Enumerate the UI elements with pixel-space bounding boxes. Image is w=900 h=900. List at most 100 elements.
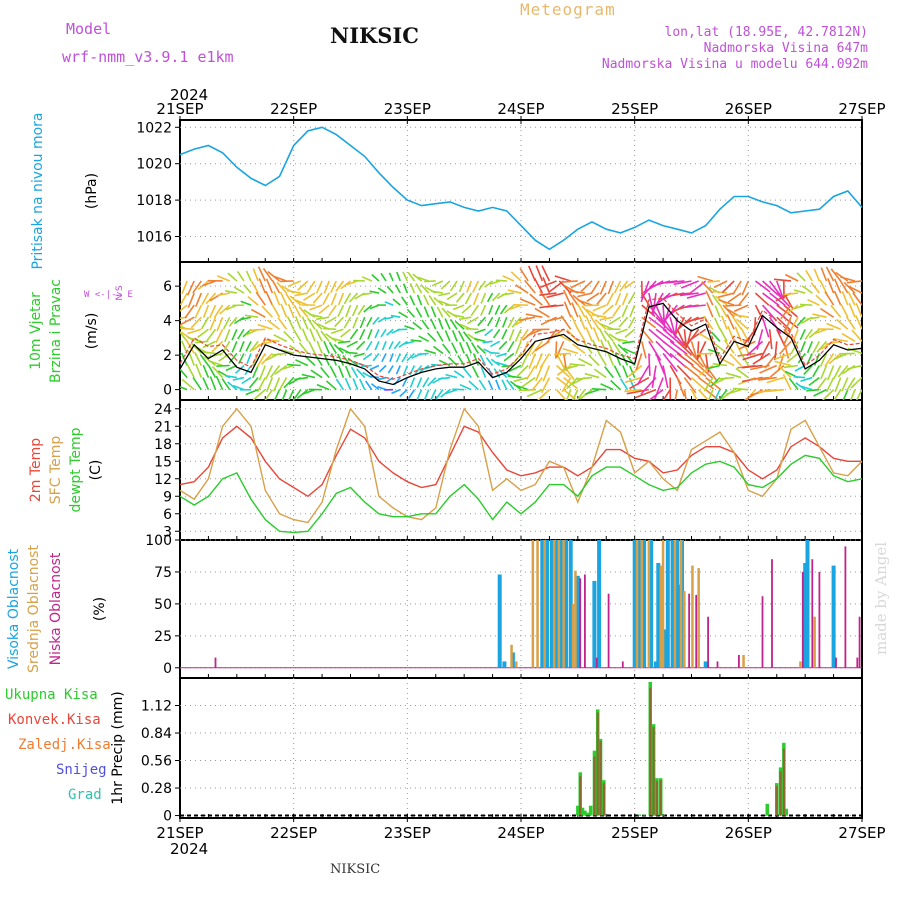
wind-arrow <box>719 328 728 342</box>
wind-arrow <box>569 290 586 294</box>
y-tick-label: 6 <box>163 279 172 295</box>
wind-arrow <box>452 304 465 311</box>
wind-arrow <box>804 328 813 340</box>
wind-arrow <box>309 328 316 342</box>
y-tick-label: 1.12 <box>141 699 172 715</box>
wind-arrow <box>395 365 401 375</box>
cloud-bar-2 <box>214 657 217 668</box>
wind-arrow <box>615 328 628 335</box>
wind-arrow <box>521 376 536 388</box>
wind-arrow <box>417 276 429 282</box>
wind-arrow <box>621 304 629 318</box>
wind-arrow <box>796 316 806 327</box>
wind-arrow <box>705 290 714 306</box>
wind-arrow <box>287 389 295 400</box>
wind-compass-label: W <-|-> E <box>84 290 133 300</box>
precip-bar-0 <box>588 805 593 816</box>
wind-arrow <box>721 315 728 330</box>
wind-arrow <box>249 328 266 332</box>
x-tick-label-top: 27SEP <box>838 100 885 118</box>
wind-arrow <box>556 364 572 376</box>
precip-bar-1 <box>782 748 785 816</box>
wind-arrow <box>320 330 330 342</box>
wind-arrow <box>472 280 480 293</box>
precip-legend-2: Zaledj.Kisa <box>18 737 111 753</box>
wind-arrow <box>691 364 707 378</box>
wind-arrow <box>565 389 572 400</box>
wind-arrow <box>384 316 394 320</box>
wind-arrow <box>586 292 600 302</box>
wind-arrow <box>732 280 742 296</box>
wind-arrow <box>371 274 380 282</box>
wind-arrow <box>576 327 586 342</box>
wind-arrow <box>304 355 316 367</box>
wind-arrow <box>436 330 444 342</box>
wind-arrow <box>683 364 700 379</box>
wind-arrow <box>714 305 721 318</box>
wind-arrow <box>267 319 280 330</box>
wind-arrow <box>723 339 735 354</box>
wind-arrow <box>584 372 600 379</box>
wind-arrow <box>698 389 710 400</box>
wind-arrow <box>201 316 210 330</box>
wind-arrow <box>265 377 274 393</box>
wind-arrow <box>416 389 423 400</box>
wind-arrow <box>608 316 621 325</box>
wind-arrow <box>540 377 551 394</box>
wind-arrow <box>333 343 344 354</box>
y-tick-label: 0.28 <box>141 781 172 797</box>
wind-arrow <box>578 314 586 330</box>
wind-arrow <box>466 280 473 293</box>
temp-line-1 <box>179 407 863 524</box>
wind-arrow <box>433 296 444 306</box>
wind-arrow <box>555 389 567 400</box>
wind-arrow <box>641 328 654 344</box>
wind-arrow <box>827 278 835 294</box>
wind-arrow <box>524 279 536 294</box>
wind-arrow <box>855 302 862 318</box>
wind-arrow <box>535 265 544 282</box>
wind-unit-label: (m/s) <box>84 313 100 350</box>
wind-arrow <box>374 328 380 339</box>
wind-arrow <box>281 389 288 400</box>
wind-arrow <box>662 304 671 326</box>
wind-arrow <box>627 316 636 329</box>
wind-arrow <box>654 377 664 400</box>
precip-axis-label: 1hr Precip (mm) <box>110 691 126 804</box>
wind-arrow <box>732 313 749 318</box>
wind-arrow <box>686 316 706 323</box>
wind-arrow <box>185 339 195 354</box>
wind-arrow <box>418 335 430 343</box>
wind-arrow <box>824 291 835 306</box>
wind-arrow <box>775 280 784 299</box>
wind-arrow <box>227 272 238 282</box>
wind-arrow <box>459 342 465 354</box>
wind-arrow <box>590 316 600 330</box>
precip-bar-0 <box>642 814 646 816</box>
wind-arrow <box>477 316 487 327</box>
wind-arrow <box>307 317 316 330</box>
wind-arrow <box>285 293 295 306</box>
wind-arrow <box>237 328 245 340</box>
wind-arrow <box>431 280 444 287</box>
wind-arrow <box>793 289 806 294</box>
wind-arrow <box>301 373 316 379</box>
wind-arrow <box>769 280 783 298</box>
wind-arrow <box>825 377 835 393</box>
wind-arrow <box>762 292 780 307</box>
wind-arrow <box>330 292 338 306</box>
wind-arrow <box>414 365 423 375</box>
precip-bar-1 <box>593 756 596 816</box>
wind-arrow <box>737 352 756 357</box>
wind-arrow <box>209 316 217 331</box>
wind-arrow <box>352 316 359 329</box>
wind-arrow <box>495 361 508 367</box>
wind-arrow <box>324 316 337 325</box>
wind-arrow <box>673 292 692 296</box>
year-label-top: 2024 <box>170 86 208 104</box>
wind-arrow <box>338 340 351 344</box>
wind-arrow <box>315 280 323 294</box>
wind-arrow <box>591 339 600 354</box>
wind-arrow <box>563 389 578 400</box>
wind-arrow <box>261 305 273 318</box>
